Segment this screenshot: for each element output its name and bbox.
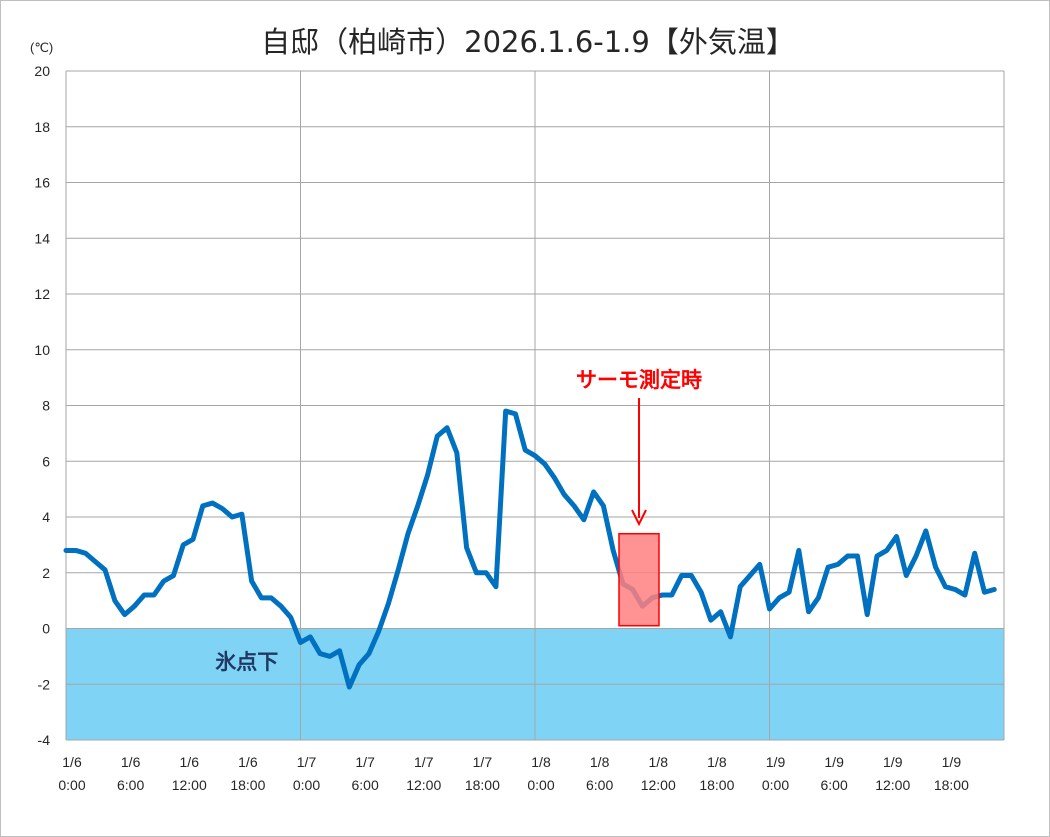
- x-tick-label-time: 0:00: [293, 777, 320, 793]
- y-tick-label: 12: [34, 286, 50, 302]
- y-axis-unit: (℃): [30, 40, 53, 55]
- x-tick-label-time: 6:00: [117, 777, 144, 793]
- x-tick-label-date: 1/6: [180, 754, 200, 770]
- y-tick-label: 2: [42, 565, 50, 581]
- x-tick-label-date: 1/8: [590, 754, 610, 770]
- x-tick-label-date: 1/6: [62, 754, 82, 770]
- x-tick-label-time: 18:00: [934, 777, 969, 793]
- y-tick-label: -4: [38, 732, 51, 748]
- x-tick-label-date: 1/9: [824, 754, 844, 770]
- temperature-series-line: [63, 408, 997, 690]
- x-tick-label-date: 1/8: [531, 754, 551, 770]
- x-tick-label-date: 1/9: [883, 754, 903, 770]
- y-tick-label: 16: [34, 175, 50, 191]
- y-tick-label: 10: [34, 342, 50, 358]
- x-tick-label-date: 1/9: [766, 754, 786, 770]
- x-tick-label-time: 6:00: [821, 777, 848, 793]
- x-tick-label-time: 0:00: [58, 777, 85, 793]
- x-tick-label-date: 1/6: [238, 754, 258, 770]
- y-tick-label: 14: [34, 230, 50, 246]
- annotation-label: サーモ測定時: [576, 368, 702, 392]
- y-tick-label: 6: [42, 453, 50, 469]
- x-tick-label-date: 1/9: [942, 754, 962, 770]
- x-tick-label-date: 1/8: [649, 754, 669, 770]
- y-tick-label: 0: [42, 621, 50, 637]
- x-tick-label-time: 0:00: [762, 777, 789, 793]
- x-tick-label-time: 18:00: [230, 777, 265, 793]
- x-tick-label-time: 12:00: [406, 777, 441, 793]
- x-tick-label-date: 1/7: [473, 754, 493, 770]
- x-tick-label-time: 18:00: [465, 777, 500, 793]
- y-tick-label: -2: [38, 676, 51, 692]
- y-tick-label: 18: [34, 119, 50, 135]
- y-tick-label: 20: [34, 63, 50, 79]
- x-tick-label-date: 1/7: [355, 754, 375, 770]
- y-tick-label: 4: [42, 509, 50, 525]
- x-tick-label-time: 12:00: [172, 777, 207, 793]
- x-tick-label-date: 1/6: [121, 754, 141, 770]
- thermo-measurement-box: [618, 532, 660, 627]
- x-tick-label-date: 1/7: [297, 754, 317, 770]
- x-tick-label-date: 1/8: [707, 754, 727, 770]
- x-tick-label-time: 12:00: [641, 777, 676, 793]
- chart-title: 自邸（柏崎市）2026.1.6-1.9【外気温】: [261, 25, 795, 59]
- x-tick-label-time: 0:00: [527, 777, 554, 793]
- x-tick-label-date: 1/7: [414, 754, 434, 770]
- freezing-zone-label: 氷点下: [215, 650, 278, 674]
- x-tick-label-time: 12:00: [875, 777, 910, 793]
- x-tick-label-time: 6:00: [586, 777, 613, 793]
- y-tick-label: 8: [42, 398, 50, 414]
- annotation-arrow-head: [631, 509, 647, 527]
- x-tick-label-time: 6:00: [352, 777, 379, 793]
- x-tick-label-time: 18:00: [699, 777, 734, 793]
